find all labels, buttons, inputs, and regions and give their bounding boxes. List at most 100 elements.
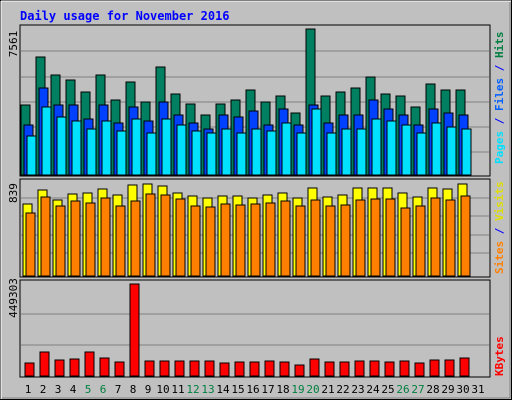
x-tick-label-27: 27	[411, 383, 424, 396]
bar-sites-day-28	[430, 197, 441, 277]
bar-pages-day-20	[311, 108, 322, 176]
bar-sites-day-10	[160, 194, 171, 277]
bar-kbytes-day-16	[249, 361, 260, 377]
panel-hits-frame	[19, 24, 491, 177]
legend-pages: Pages	[493, 131, 506, 164]
panel-kbytes-frame	[19, 279, 491, 378]
y-max-label-kbytes: 449303	[7, 278, 20, 318]
bar-kbytes-day-6	[99, 357, 110, 377]
bar-kbytes-day-15	[234, 361, 245, 377]
bar-sites-day-2	[40, 196, 51, 277]
bar-kbytes-day-25	[384, 361, 395, 377]
bar-pages-day-4	[71, 120, 82, 176]
bar-pages-day-23	[356, 128, 367, 176]
bar-pages-day-15	[236, 132, 247, 176]
bar-kbytes-day-21	[324, 361, 335, 377]
bar-pages-day-3	[56, 116, 67, 176]
bar-pages-day-22	[341, 128, 352, 176]
x-tick-label-21: 21	[321, 383, 334, 396]
bar-kbytes-day-22	[339, 361, 350, 377]
bars-hits-panel	[20, 28, 472, 176]
x-tick-label-7: 7	[115, 383, 122, 396]
bar-pages-day-25	[386, 120, 397, 176]
bar-pages-day-9	[146, 132, 157, 176]
bars-kbytes-panel	[24, 283, 470, 377]
bar-pages-day-18	[281, 122, 292, 176]
bar-sites-day-14	[220, 203, 231, 277]
bar-sites-day-30	[460, 195, 471, 277]
bar-pages-day-1	[26, 135, 37, 176]
bar-sites-day-9	[145, 193, 156, 277]
legend-hits: Hits	[493, 32, 506, 59]
bar-pages-day-28	[431, 122, 442, 176]
bar-sites-day-17	[265, 202, 276, 277]
bar-kbytes-day-24	[369, 360, 380, 377]
bar-sites-day-13	[205, 206, 216, 277]
x-tick-label-26: 26	[396, 383, 409, 396]
bar-kbytes-day-8	[129, 283, 140, 377]
x-tick-label-4: 4	[70, 383, 77, 396]
bar-pages-day-19	[296, 132, 307, 176]
bar-sites-day-24	[370, 198, 381, 277]
x-tick-label-19: 19	[291, 383, 304, 396]
bar-pages-day-24	[371, 118, 382, 176]
bar-sites-day-20	[310, 199, 321, 277]
bar-pages-day-8	[131, 118, 142, 176]
chart-title: Daily usage for November 2016	[20, 9, 230, 23]
bar-pages-day-6	[101, 120, 112, 176]
bar-sites-day-1	[25, 212, 36, 277]
x-tick-label-25: 25	[381, 383, 394, 396]
x-tick-label-8: 8	[130, 383, 137, 396]
bar-sites-day-8	[130, 200, 141, 277]
bar-kbytes-day-4	[69, 358, 80, 377]
x-tick-label-31: 31	[471, 383, 484, 396]
bar-pages-day-17	[266, 130, 277, 176]
x-tick-label-1: 1	[25, 383, 32, 396]
bar-kbytes-day-7	[114, 361, 125, 377]
bar-pages-day-26	[401, 124, 412, 176]
bar-sites-day-18	[280, 200, 291, 277]
legend-kbytes: KBytes	[493, 336, 506, 376]
bar-pages-day-16	[251, 128, 262, 176]
bar-pages-day-11	[176, 124, 187, 176]
bar-sites-day-11	[175, 198, 186, 277]
x-tick-label-16: 16	[246, 383, 259, 396]
bar-pages-day-27	[416, 132, 427, 176]
bar-sites-day-5	[85, 202, 96, 277]
x-tick-label-2: 2	[40, 383, 47, 396]
bar-sites-day-23	[355, 199, 366, 277]
bar-kbytes-day-30	[459, 357, 470, 377]
y-max-label-hits: 7561	[7, 31, 20, 58]
bar-sites-day-26	[400, 207, 411, 277]
bar-kbytes-day-3	[54, 359, 65, 377]
bar-pages-day-10	[161, 118, 172, 176]
x-tick-label-14: 14	[216, 383, 230, 396]
x-tick-label-5: 5	[85, 383, 92, 396]
legend-separator: /	[493, 111, 506, 131]
bar-pages-day-14	[221, 128, 232, 176]
x-tick-label-9: 9	[145, 383, 152, 396]
x-tick-label-15: 15	[231, 383, 244, 396]
legend-sites: Sites	[493, 241, 506, 274]
x-axis-labels: 1 2 3 4 5 6 7 8 9 10 11 12 13 14 15 16 17 18 19 20 21 22 23 24 2…	[25, 383, 485, 396]
bar-sites-day-6	[100, 197, 111, 277]
bar-kbytes-day-1	[24, 362, 35, 377]
y-max-label-visits: 839	[7, 183, 20, 203]
bar-sites-day-3	[55, 205, 66, 277]
bar-kbytes-day-18	[279, 361, 290, 377]
bar-sites-day-16	[250, 203, 261, 277]
bar-pages-day-12	[191, 130, 202, 176]
bar-pages-day-30	[461, 128, 472, 176]
bar-sites-day-7	[115, 205, 126, 277]
bar-pages-day-13	[206, 132, 217, 176]
x-tick-label-10: 10	[156, 383, 169, 396]
bar-kbytes-day-12	[189, 360, 200, 377]
x-tick-label-13: 13	[201, 383, 214, 396]
x-tick-label-30: 30	[456, 383, 469, 396]
bar-kbytes-day-5	[84, 351, 95, 377]
x-tick-label-18: 18	[276, 383, 289, 396]
bar-kbytes-day-26	[399, 360, 410, 377]
x-tick-label-11: 11	[171, 383, 184, 396]
x-tick-label-22: 22	[336, 383, 349, 396]
